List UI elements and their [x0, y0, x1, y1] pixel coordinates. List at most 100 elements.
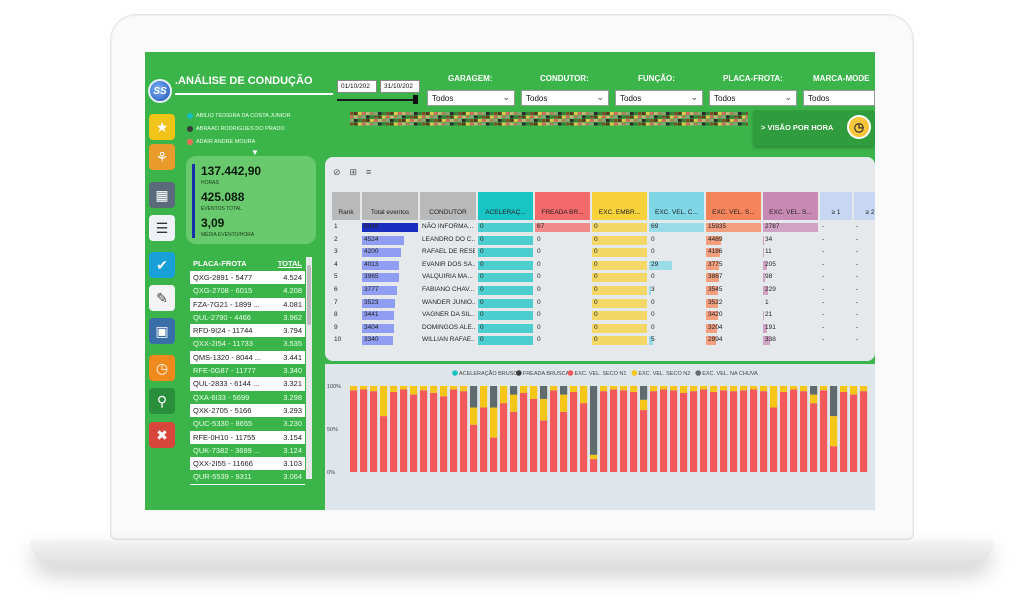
chart-bar-segment[interactable]: [510, 411, 518, 472]
timeline-cell[interactable]: [662, 112, 666, 115]
timeline-cell[interactable]: [642, 112, 646, 115]
timeline-cell[interactable]: [686, 122, 690, 126]
chart-bar-segment[interactable]: [730, 386, 738, 392]
column-header[interactable]: FREADA BR...: [535, 192, 590, 220]
chart-bar-segment[interactable]: [830, 386, 838, 417]
timeline-cell[interactable]: [670, 112, 674, 115]
chart-bar-segment[interactable]: [760, 386, 768, 392]
timeline-cell[interactable]: [690, 112, 694, 115]
timeline-cell[interactable]: [614, 122, 618, 126]
timeline-cell[interactable]: [614, 115, 618, 119]
timeline-cell[interactable]: [606, 119, 610, 122]
timeline-cell[interactable]: [470, 119, 474, 122]
chart-bar-segment[interactable]: [490, 437, 498, 472]
timeline-cell[interactable]: [702, 119, 706, 122]
timeline-cell[interactable]: [498, 119, 502, 122]
timeline-cell[interactable]: [706, 112, 710, 115]
timeline-cell[interactable]: [690, 119, 694, 122]
export-icon[interactable]: ⊞: [349, 167, 358, 177]
timeline-cell[interactable]: [514, 112, 518, 115]
timeline-cell[interactable]: [366, 119, 370, 122]
chart-bar-segment[interactable]: [840, 386, 848, 393]
timeline-cell[interactable]: [502, 119, 506, 122]
chart-bar-segment[interactable]: [630, 392, 638, 472]
timeline-cell[interactable]: [390, 119, 394, 122]
chart-bar-segment[interactable]: [700, 386, 708, 390]
chart-bar-segment[interactable]: [530, 398, 538, 472]
timeline-cell[interactable]: [622, 115, 626, 119]
timeline-cell[interactable]: [718, 112, 722, 115]
timeline-cell[interactable]: [566, 119, 570, 122]
timeline-cell[interactable]: [446, 119, 450, 122]
timeline-cell[interactable]: [674, 122, 678, 126]
chart-bar-segment[interactable]: [830, 416, 838, 447]
driver-legend-item[interactable]: ABILIO TEIXEIRA DA COSTA JUNIOR: [187, 110, 291, 123]
timeline-cell[interactable]: [498, 115, 502, 119]
timeline-cell[interactable]: [502, 115, 506, 119]
timeline-cell[interactable]: [726, 115, 730, 119]
timeline-cell[interactable]: [554, 115, 558, 119]
timeline-cell[interactable]: [630, 122, 634, 126]
chart-bar-segment[interactable]: [470, 424, 478, 472]
legend-marker[interactable]: [516, 370, 522, 376]
timeline-cell[interactable]: [462, 122, 466, 126]
timeline-cell[interactable]: [702, 112, 706, 115]
timeline-cell[interactable]: [678, 119, 682, 122]
timeline-cell[interactable]: [746, 112, 748, 115]
timeline-cell[interactable]: [746, 115, 748, 119]
timeline-cell[interactable]: [370, 112, 374, 115]
timeline-cell[interactable]: [530, 112, 534, 115]
timeline-cell[interactable]: [426, 119, 430, 122]
timeline-cell[interactable]: [350, 122, 354, 126]
timeline-cell[interactable]: [594, 115, 598, 119]
column-header[interactable]: Rank: [332, 192, 360, 220]
timeline-cell[interactable]: [610, 122, 614, 126]
timeline-cell[interactable]: [398, 119, 402, 122]
timeline-cell[interactable]: [538, 112, 542, 115]
chart-bar-segment[interactable]: [540, 420, 548, 472]
timeline-cell[interactable]: [694, 119, 698, 122]
timeline-cell[interactable]: [450, 112, 454, 115]
timeline-cell[interactable]: [514, 122, 518, 126]
legend-label[interactable]: EXC. VEL. SECO N1: [575, 371, 627, 377]
timeline-cell[interactable]: [714, 112, 718, 115]
timeline-cell[interactable]: [414, 115, 418, 119]
timeline-cell[interactable]: [486, 119, 490, 122]
timeline-cell[interactable]: [590, 119, 594, 122]
timeline-cell[interactable]: [730, 115, 734, 119]
timeline-cell[interactable]: [534, 122, 538, 126]
timeline-cell[interactable]: [570, 122, 574, 126]
timeline-cell[interactable]: [646, 122, 650, 126]
chart-bar-segment[interactable]: [490, 407, 498, 438]
nav-shield-icon[interactable]: ✔: [149, 252, 175, 278]
chart-bar-segment[interactable]: [730, 391, 738, 472]
driver-legend-item[interactable]: ADAIR ANDRE MOURA: [187, 136, 291, 149]
chart-bar-segment[interactable]: [790, 389, 798, 472]
timeline-cell[interactable]: [422, 115, 426, 119]
chart-bar-segment[interactable]: [780, 392, 788, 472]
timeline-cell[interactable]: [374, 115, 378, 119]
timeline-cell[interactable]: [442, 115, 446, 119]
filter-marca-dropdown[interactable]: Todos: [803, 90, 875, 106]
nav-hierarchy-icon[interactable]: ⚘: [149, 144, 175, 170]
timeline-cell[interactable]: [642, 115, 646, 119]
menu-icon[interactable]: ≡: [366, 167, 372, 177]
timeline-cell[interactable]: [558, 122, 562, 126]
timeline-cell[interactable]: [422, 122, 426, 126]
timeline-cell[interactable]: [398, 112, 402, 115]
timeline-cell[interactable]: [550, 115, 554, 119]
driver-legend-item[interactable]: ABRAAO RODRIGUES DO PRADO: [187, 123, 291, 136]
timeline-cell[interactable]: [386, 122, 390, 126]
chart-bar-segment[interactable]: [810, 394, 818, 404]
timeline-cell[interactable]: [606, 112, 610, 115]
timeline-cell[interactable]: [550, 112, 554, 115]
timeline-cell[interactable]: [546, 119, 550, 122]
timeline-cell[interactable]: [374, 119, 378, 122]
timeline-cell[interactable]: [354, 112, 358, 115]
timeline-cell[interactable]: [482, 112, 486, 115]
timeline-cell[interactable]: [498, 112, 502, 115]
date-to-input[interactable]: 31/10/202: [380, 80, 420, 93]
timeline-cell[interactable]: [742, 122, 746, 126]
timeline-cell[interactable]: [394, 115, 398, 119]
chart-bar-segment[interactable]: [380, 386, 388, 417]
